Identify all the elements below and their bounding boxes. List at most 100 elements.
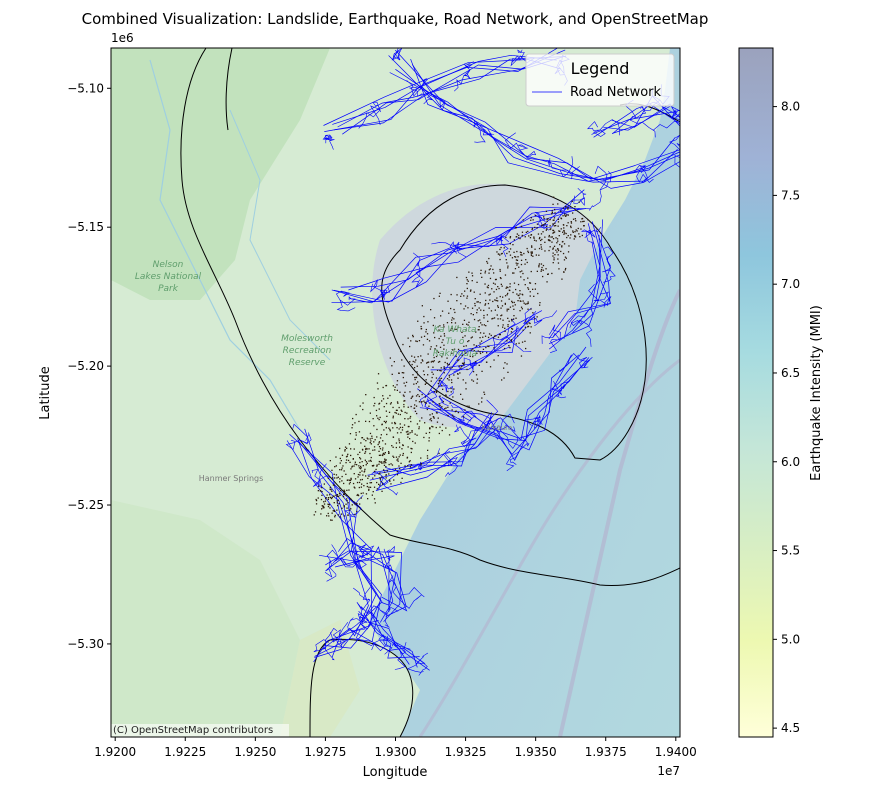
landslide-point [520,254,522,256]
landslide-point [519,290,521,292]
landslide-point [507,371,509,373]
road-segment [348,208,580,291]
landslide-point [572,212,574,214]
road-segment [460,410,477,421]
landslide-point [337,514,339,516]
road-segment [559,381,569,392]
colorbar-tick-label: 5.0 [781,632,800,646]
landslide-point [486,361,488,363]
landslide-point [396,427,398,429]
landslide-point [401,426,404,429]
landslide-point [511,327,513,330]
landslide-point [441,341,443,344]
landslide-point [583,225,585,227]
landslide-point [359,503,361,505]
landslide-point [400,431,402,434]
landslide-point [488,294,490,296]
road-segment [319,627,338,651]
landslide-point [517,256,519,258]
landslide-point [488,272,490,274]
landslide-point [412,334,414,337]
landslide-point [380,434,382,436]
road-segment [332,48,559,125]
road-segment [579,319,593,347]
landslide-point [457,411,459,414]
landslide-point [412,395,414,397]
x-tick-label: 1.9200 [94,745,136,759]
landslide-point [374,502,376,504]
landslide-point [512,272,514,274]
landslide-point [418,340,421,342]
landslide-point [518,234,520,237]
landslide-point [336,495,339,497]
landslide-point [385,459,387,461]
landslide-point [493,317,496,319]
road-segment [379,609,391,628]
landslide-point [573,238,575,240]
colorbar-tick-label: 6.5 [781,366,800,380]
road-segment [539,219,550,231]
landslide-point [538,247,541,250]
landslide-point [314,511,317,513]
landslide-point [444,361,446,364]
landslide-point [577,227,579,230]
landslide-point [395,446,397,449]
landslide-point [383,406,385,408]
landslide-point [365,440,367,442]
road-segment [598,291,610,301]
landslide-point [396,474,399,476]
landslide-point [370,443,372,445]
landslide-point [484,335,487,337]
landslide-point [400,409,402,411]
landslide-point [383,461,385,463]
place-label-line: Recreation [283,346,332,356]
landslide-point [512,244,514,246]
landslide-point [339,494,341,496]
landslide-point [377,443,379,446]
road-segment [297,438,372,649]
landslide-point [551,272,553,275]
landslide-point [409,345,411,348]
landslide-point [349,479,352,481]
landslide-point [425,382,427,384]
landslide-point [472,371,475,373]
landslide-point [515,226,517,229]
road-segment [532,419,541,429]
landslide-point [334,514,336,517]
landslide-point [416,340,418,343]
landslide-point [385,477,387,479]
road-segment [669,135,680,151]
landslide-point [367,477,369,479]
landslide-point [392,427,394,429]
road-segment [399,587,425,601]
landslide-point [574,235,576,237]
landslide-point [489,268,491,270]
landslide-point [500,283,502,285]
road-segment [558,353,581,372]
landslide-point [479,342,481,344]
landslide-point [443,348,445,350]
road-segment [577,187,587,201]
road-segment [495,237,503,246]
landslide-point [386,415,388,417]
landslide-point [553,219,555,221]
landslide-point [341,513,343,515]
road-segment [311,468,321,481]
landslide-point [487,302,490,305]
road-segment [388,55,680,181]
landslide-point [472,356,474,358]
road-segment [524,417,541,426]
landslide-point [481,397,483,399]
landslide-point [476,352,478,354]
landslide-point [533,236,535,238]
landslide-point [442,353,444,355]
landslide-point [359,405,361,407]
landslide-point [478,403,480,405]
landslide-point [512,291,514,294]
landslide-point [523,302,525,304]
landslide-point [343,506,345,508]
landslide-point [561,246,563,248]
landslide-point [578,201,580,203]
landslide-point [427,374,429,376]
road-segment [579,357,589,369]
